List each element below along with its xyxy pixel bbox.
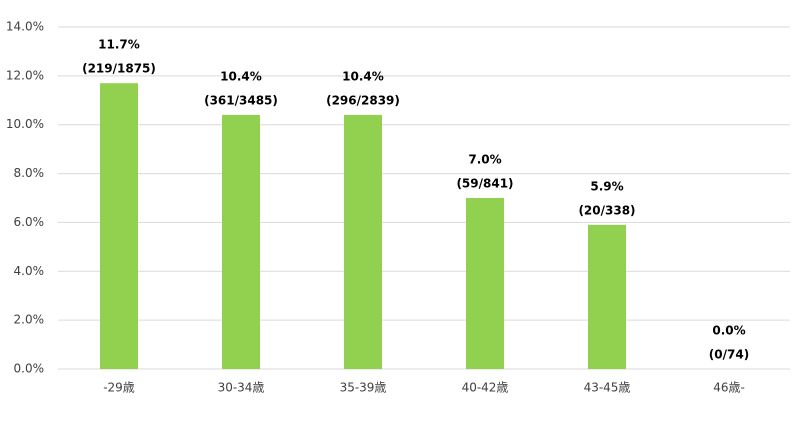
value-label: 11.7% [98,38,140,52]
bar [100,83,138,369]
y-tick-label: 10.0% [6,117,44,131]
x-tick-label: -29歳 [103,381,135,395]
x-tick-label: 30-34歳 [218,381,265,395]
annotation: (0/74) [709,348,749,362]
bar [222,114,260,369]
annotation: (20/338) [578,203,635,217]
x-tick-label: 43-45歳 [584,381,631,395]
x-tick-label: 35-39歳 [340,381,387,395]
bar [344,114,382,369]
y-tick-label: 12.0% [6,68,44,82]
y-tick-label: 6.0% [14,215,45,229]
bar [588,224,626,369]
y-tick-label: 0.0% [14,362,45,376]
annotation: (361/3485) [204,93,278,107]
y-tick-label: 14.0% [6,20,44,34]
annotation: (59/841) [456,177,513,191]
y-tick-label: 4.0% [14,264,45,278]
value-label: 7.0% [468,153,501,167]
annotation: (219/1875) [82,62,156,76]
y-tick-label: 8.0% [14,166,45,180]
value-label: 0.0% [712,324,745,338]
value-label: 5.9% [590,179,623,193]
y-tick-label: 2.0% [14,313,45,327]
bar [466,198,504,369]
value-label: 10.4% [220,69,262,83]
x-tick-label: 40-42歳 [462,381,509,395]
x-tick-label: 46歳- [713,381,745,395]
annotation: (296/2839) [326,93,400,107]
value-label: 10.4% [342,69,384,83]
